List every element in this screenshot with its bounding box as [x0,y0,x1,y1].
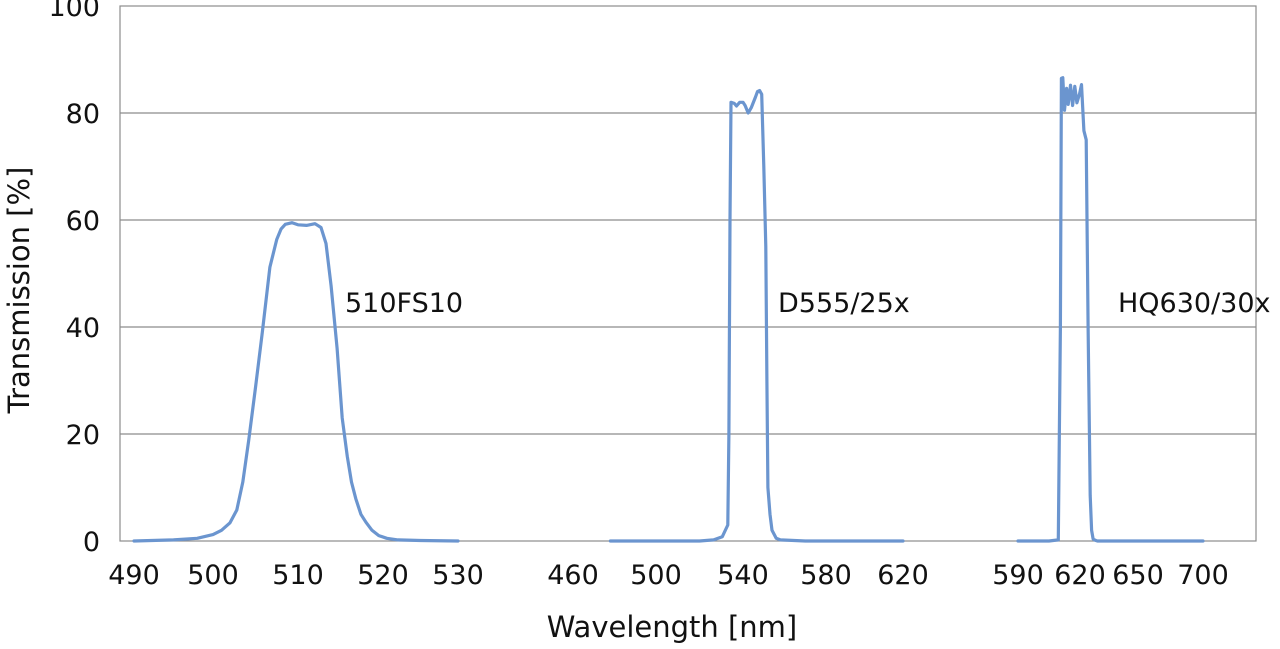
y-tick-label: 80 [66,99,100,130]
series-labels: 510FS10 D555/25x HQ630/30x [345,288,1271,319]
y-tick-label: 100 [48,0,100,23]
y-tick-label: 40 [66,313,100,344]
series-line-1 [608,88,905,543]
x-tick-label: 530 [432,560,484,591]
series-curves [132,76,1205,543]
series-label-0: 510FS10 [345,288,463,319]
x-tick-label: 500 [187,560,239,591]
gridlines [120,112,1256,435]
x-tick-labels: 490 500 510 520 530 460 500 540 580 620 590 620 650 7… [108,560,1229,591]
series-label-1: D555/25x [778,288,910,319]
series-line-2 [1016,76,1205,543]
y-tick-label: 60 [66,206,100,237]
x-tick-label: 510 [272,560,324,591]
x-tick-label: 700 [1177,560,1229,591]
y-axis-title: Transmission [%] [2,167,36,415]
series-line-0 [132,221,460,543]
x-axis-title: Wavelength [nm] [547,610,798,644]
plot-frame [119,5,1257,542]
y-tick-label: 0 [83,527,100,558]
x-tick-label: 650 [1112,560,1164,591]
x-tick-label: 490 [108,560,160,591]
x-tick-label: 580 [800,560,852,591]
y-tick-labels: 0 20 40 60 80 100 [48,0,100,558]
x-tick-label: 520 [357,560,409,591]
x-tick-label: 620 [1054,560,1106,591]
y-tick-label: 20 [66,420,100,451]
x-tick-label: 460 [547,560,599,591]
series-label-2: HQ630/30x [1118,288,1271,319]
x-tick-label: 500 [630,560,682,591]
x-tick-label: 620 [877,560,929,591]
x-tick-label: 540 [717,560,769,591]
x-tick-label: 590 [992,560,1044,591]
